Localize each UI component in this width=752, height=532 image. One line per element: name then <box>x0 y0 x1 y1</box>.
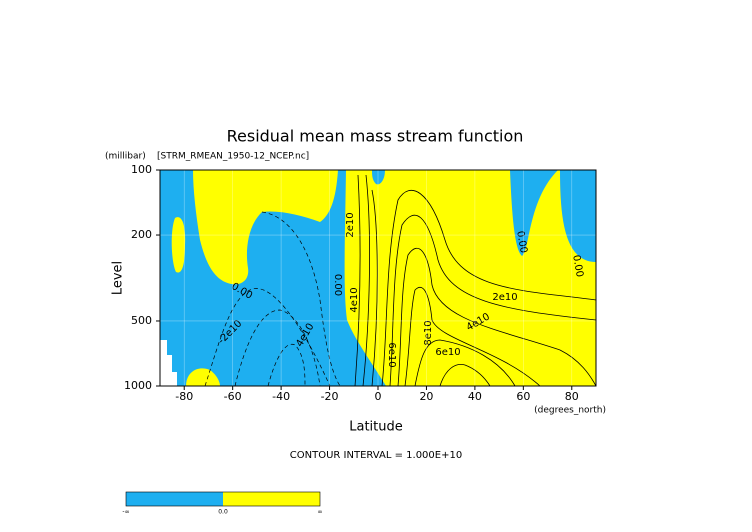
negative-region <box>372 170 385 185</box>
contour-label: 6e10 <box>386 342 397 367</box>
x-tick-label: 80 <box>565 390 579 403</box>
subtitle: [STRM_RMEAN_1950-12_NCEP.nc] <box>157 152 309 162</box>
contour-label: 2e10 <box>492 292 517 303</box>
colorbar-segment <box>126 492 223 506</box>
y-tick-label: 100 <box>131 163 152 176</box>
colorbar-label: 0.0 <box>218 509 228 516</box>
contour-line <box>381 189 597 387</box>
positive-region <box>193 170 338 285</box>
colorbar-segment <box>223 492 320 506</box>
colorbar-frame <box>125 491 321 507</box>
contour-label: 8e10 <box>423 320 434 345</box>
x-tick-label: -60 <box>224 390 242 403</box>
contour-label: 2e10 <box>345 212 356 237</box>
positive-region <box>344 170 596 386</box>
plot-frame <box>159 169 597 387</box>
contour-line <box>397 247 597 387</box>
contour-interval: CONTOUR INTERVAL = 1.000E+10 <box>290 450 462 461</box>
contour-label: 4e10 <box>349 287 360 312</box>
contour-line <box>404 287 541 387</box>
y-units: (millibar) <box>105 152 146 162</box>
contour-line <box>261 211 341 387</box>
contour-line <box>371 189 378 387</box>
contour-line <box>389 214 597 387</box>
contour-label: 6e10 <box>435 347 460 358</box>
contour-line <box>414 339 516 387</box>
contour-line <box>234 309 321 387</box>
x-tick-label: 60 <box>516 390 530 403</box>
contour-line <box>362 174 370 387</box>
positive-region <box>171 217 186 273</box>
y-tick-label: 500 <box>131 314 152 327</box>
colorbar-label: ∞ <box>318 509 323 516</box>
contour-line <box>267 343 306 387</box>
y-tick-label: 200 <box>131 228 152 241</box>
x-axis-label: Latitude <box>349 420 403 435</box>
colorbar-label: -∞ <box>122 509 129 516</box>
y-tick-label: 1000 <box>124 379 152 392</box>
contour-line <box>439 363 491 387</box>
chart-title: Residual mean mass stream function <box>227 127 524 146</box>
x-tick-label: 0 <box>375 390 382 403</box>
x-tick-label: -20 <box>321 390 339 403</box>
x-tick-label: -80 <box>175 390 193 403</box>
missing-region <box>160 340 177 386</box>
contour-label: 0.00 <box>514 230 529 254</box>
y-axis-label: Level <box>111 261 126 295</box>
plot-area <box>160 170 597 387</box>
contour-label: 0.00 <box>332 274 343 296</box>
positive-region <box>186 368 220 386</box>
x-tick-label: 40 <box>468 390 482 403</box>
x-tick-label: 20 <box>419 390 433 403</box>
x-units: (degrees_north) <box>534 406 606 416</box>
contour-line <box>204 288 331 387</box>
contour-label: 0.00 <box>570 254 585 278</box>
contour-line <box>354 174 361 387</box>
x-tick-label: -40 <box>272 390 290 403</box>
